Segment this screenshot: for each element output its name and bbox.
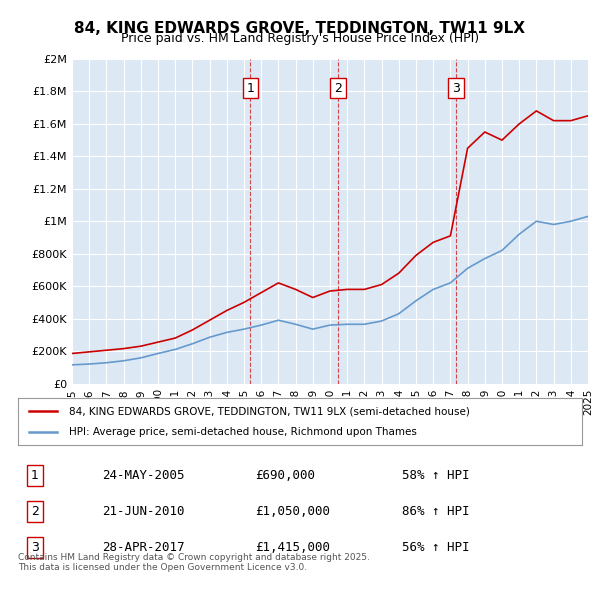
Text: £690,000: £690,000 [255,469,315,482]
Text: 24-MAY-2005: 24-MAY-2005 [103,469,185,482]
Text: £1,050,000: £1,050,000 [255,505,330,518]
Text: Contains HM Land Registry data © Crown copyright and database right 2025.
This d: Contains HM Land Registry data © Crown c… [18,553,370,572]
Text: 3: 3 [452,81,460,95]
Text: 21-JUN-2010: 21-JUN-2010 [103,505,185,518]
Text: 84, KING EDWARDS GROVE, TEDDINGTON, TW11 9LX: 84, KING EDWARDS GROVE, TEDDINGTON, TW11… [74,21,526,35]
Text: 58% ↑ HPI: 58% ↑ HPI [401,469,469,482]
Text: 3: 3 [31,541,39,554]
Text: 84, KING EDWARDS GROVE, TEDDINGTON, TW11 9LX (semi-detached house): 84, KING EDWARDS GROVE, TEDDINGTON, TW11… [69,407,470,417]
Text: 2: 2 [334,81,342,95]
Text: HPI: Average price, semi-detached house, Richmond upon Thames: HPI: Average price, semi-detached house,… [69,427,416,437]
Text: Price paid vs. HM Land Registry's House Price Index (HPI): Price paid vs. HM Land Registry's House … [121,32,479,45]
Text: 1: 1 [247,81,254,95]
Text: 1: 1 [31,469,39,482]
Text: 56% ↑ HPI: 56% ↑ HPI [401,541,469,554]
Text: 2: 2 [31,505,39,518]
Text: £1,415,000: £1,415,000 [255,541,330,554]
Text: 86% ↑ HPI: 86% ↑ HPI [401,505,469,518]
Text: 28-APR-2017: 28-APR-2017 [103,541,185,554]
